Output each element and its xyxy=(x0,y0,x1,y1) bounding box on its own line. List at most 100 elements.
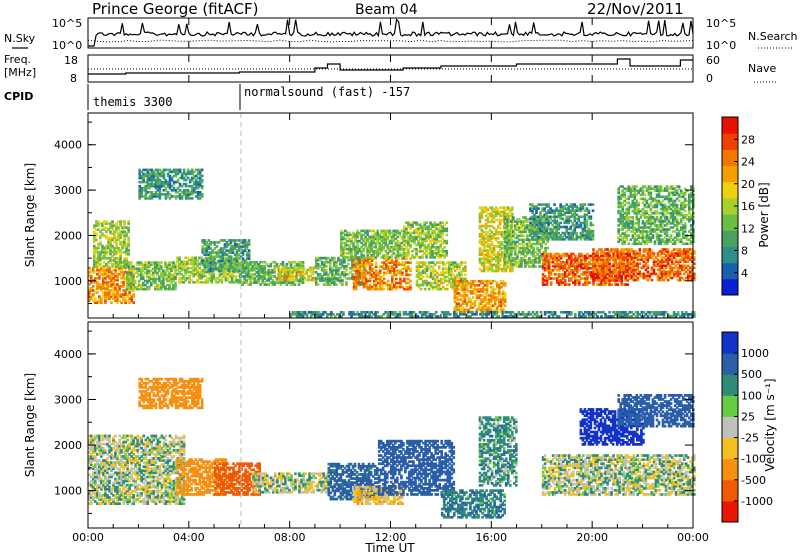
power-cell xyxy=(255,267,258,270)
power-cell xyxy=(398,245,402,249)
power-cell xyxy=(166,273,169,277)
power-cell xyxy=(368,256,371,259)
power-cell xyxy=(100,285,103,288)
power-cell xyxy=(245,241,249,244)
power-cell xyxy=(368,250,371,253)
power-cell xyxy=(386,235,390,239)
power-cell xyxy=(273,283,277,286)
power-cell xyxy=(184,189,188,192)
power-cell xyxy=(132,268,135,272)
power-cell xyxy=(439,254,442,257)
power-cell xyxy=(166,265,169,268)
power-cell xyxy=(360,263,364,266)
power-cell xyxy=(112,287,115,290)
power-cell xyxy=(325,279,328,282)
power-cell xyxy=(403,261,406,264)
power-cell xyxy=(127,248,130,252)
power-cell xyxy=(120,301,123,304)
power-cell xyxy=(409,227,412,231)
power-cell xyxy=(156,271,159,275)
power-cell xyxy=(113,246,116,250)
power-cell xyxy=(154,184,158,188)
power-cell xyxy=(435,237,438,241)
power-cell xyxy=(251,277,254,280)
power-cell xyxy=(419,277,423,281)
power-cell xyxy=(162,269,165,273)
power-cell xyxy=(443,277,447,281)
power-cell xyxy=(172,283,175,287)
power-cell xyxy=(170,267,173,270)
power-cell xyxy=(98,274,101,278)
power-cell xyxy=(154,277,157,281)
power-cell xyxy=(370,237,373,241)
power-cell xyxy=(439,281,443,285)
power-cell xyxy=(93,248,96,252)
power-cell xyxy=(409,273,412,277)
power-cell xyxy=(114,295,117,298)
power-cell xyxy=(295,264,299,268)
power-cell xyxy=(445,233,449,237)
power-cell xyxy=(331,281,334,284)
power-cell xyxy=(450,277,453,281)
power-cell xyxy=(140,170,143,174)
power-cell xyxy=(120,277,123,280)
power-cell xyxy=(219,261,223,265)
power-cell xyxy=(219,269,223,273)
power-cell xyxy=(391,265,394,268)
power-cell xyxy=(168,170,172,174)
power-cell xyxy=(241,253,245,256)
power-cell xyxy=(227,249,231,252)
power-cell xyxy=(117,259,120,262)
power-cell xyxy=(222,270,226,274)
power-cell xyxy=(146,178,150,182)
power-cell xyxy=(221,265,225,269)
power-cell xyxy=(176,256,179,260)
power-cell xyxy=(357,277,360,280)
power-cell xyxy=(112,283,115,286)
power-cell xyxy=(390,250,394,253)
power-cell xyxy=(459,279,463,283)
power-cell xyxy=(97,261,100,264)
power-cell xyxy=(356,252,359,255)
power-cell xyxy=(219,247,223,250)
power-cell xyxy=(144,279,147,283)
power-cell xyxy=(162,184,166,188)
power-cell xyxy=(108,281,111,284)
power-cell xyxy=(341,262,344,266)
power-cell xyxy=(210,274,214,278)
power-cell xyxy=(104,277,107,280)
power-cell xyxy=(95,238,98,242)
power-cell xyxy=(553,203,556,206)
power-cell xyxy=(160,273,163,277)
power-cell xyxy=(180,272,183,276)
power-cell xyxy=(96,272,99,276)
power-cell xyxy=(162,281,165,285)
power-cell xyxy=(291,283,295,286)
power-cell xyxy=(374,277,378,281)
power-cell xyxy=(610,283,613,286)
power-cell xyxy=(341,281,344,284)
power-cell xyxy=(122,299,125,302)
noise-search-trace xyxy=(87,39,694,43)
power-cell xyxy=(457,284,461,287)
power-cell xyxy=(88,299,91,302)
power-cell xyxy=(261,279,264,282)
power-cell xyxy=(146,287,149,291)
power-cell xyxy=(392,237,396,241)
power-cell xyxy=(209,263,213,267)
power-cell xyxy=(140,176,143,180)
power-cell xyxy=(146,273,149,277)
power-cell xyxy=(214,279,218,282)
power-cell xyxy=(301,281,305,284)
power-cell xyxy=(194,258,197,262)
power-cell xyxy=(341,273,344,276)
power-cell xyxy=(435,225,438,229)
power-cell xyxy=(243,277,246,280)
power-cell xyxy=(225,257,229,261)
power-cell xyxy=(101,255,104,258)
power-cell xyxy=(287,268,290,272)
power-cell xyxy=(463,298,467,301)
power-cell xyxy=(139,277,143,281)
power-cell xyxy=(354,283,358,287)
power-cell xyxy=(168,197,172,200)
